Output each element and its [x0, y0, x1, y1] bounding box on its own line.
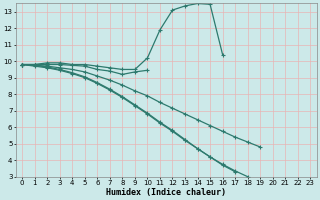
X-axis label: Humidex (Indice chaleur): Humidex (Indice chaleur) — [106, 188, 226, 197]
